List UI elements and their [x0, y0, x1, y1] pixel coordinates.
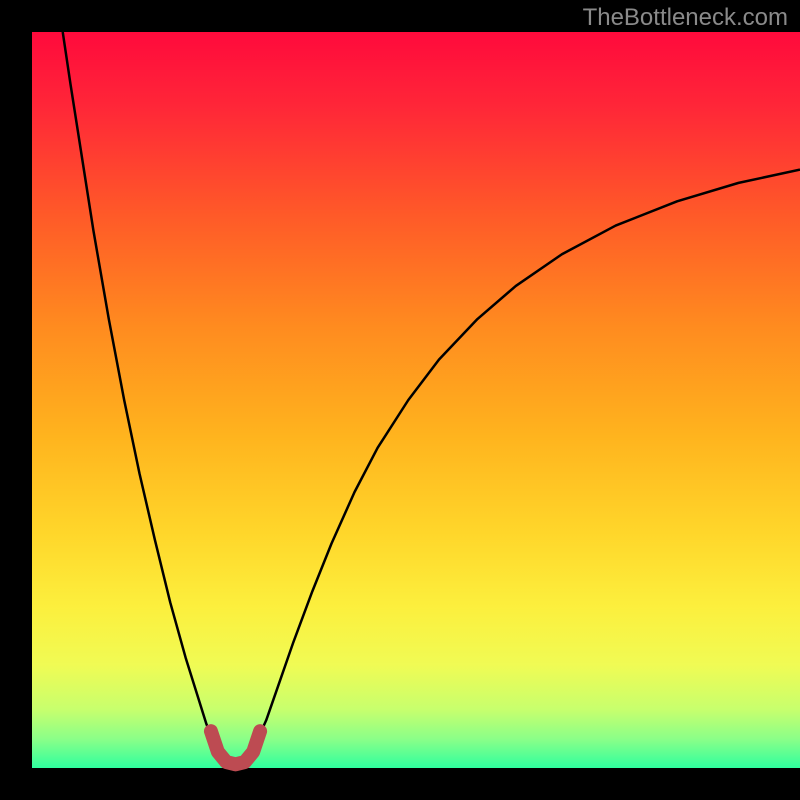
plot-svg: [0, 0, 800, 800]
chart-root: { "watermark": { "text": "TheBottleneck.…: [0, 0, 800, 800]
plot-background: [32, 32, 800, 768]
watermark-text: TheBottleneck.com: [583, 4, 788, 32]
